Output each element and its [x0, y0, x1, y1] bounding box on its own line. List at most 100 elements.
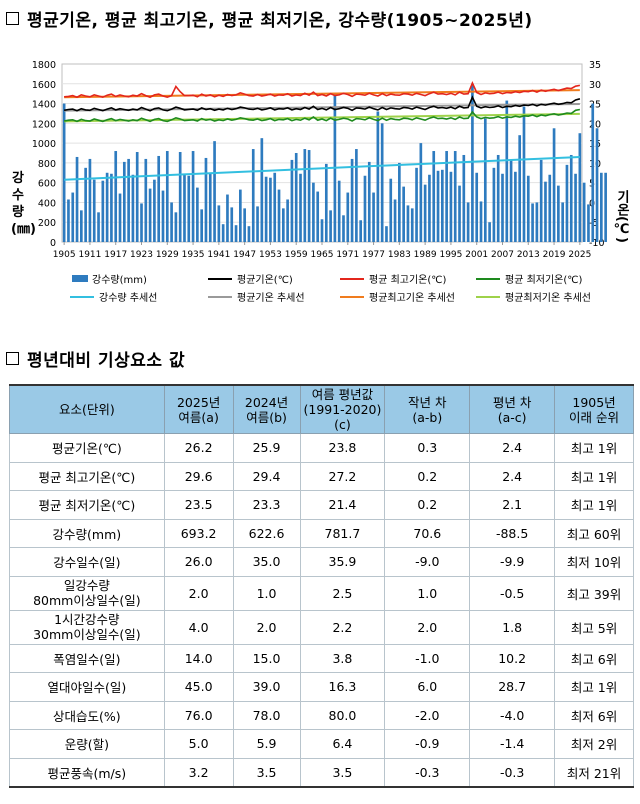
- precip-bar: [200, 209, 204, 242]
- table-cell: 4.0: [163, 609, 234, 645]
- table-header-row: 요소(단위) 2025년 여름(a) 2024년 여름(b) 여름 평년값 (1991-20…: [9, 384, 634, 434]
- precip-bar: [346, 192, 350, 242]
- row-label-text: 강수일수(일): [53, 555, 121, 571]
- table-cell: 6.4: [299, 729, 386, 759]
- table-cell: -1.0: [384, 643, 471, 673]
- precip-bar: [501, 173, 504, 242]
- checkbox-square-icon: [6, 12, 19, 25]
- precip-bar: [97, 212, 100, 242]
- table-cell: 최고 1위: [554, 490, 634, 520]
- precip-bar: [423, 184, 427, 242]
- chart-section-title-text: 평균기온, 평균 최고기온, 평균 최저기온, 강수량(1905~2025년): [27, 11, 533, 31]
- table-cell: -9.0: [384, 547, 471, 577]
- table-header-text: 2024년: [244, 394, 289, 410]
- table-row: 평균풍속(m/s) 3.2 3.5 3.5 -0.3 -0.3 최저 21위: [9, 757, 634, 788]
- precip-bar: [92, 179, 96, 242]
- precip-bar: [466, 202, 470, 242]
- precip-bar: [75, 156, 79, 242]
- precip-bar: [342, 215, 345, 242]
- precip-bar: [303, 149, 307, 242]
- precip-bar: [389, 178, 393, 242]
- x-tick-label: 1935: [182, 250, 205, 260]
- y-tick-left: 1400: [32, 100, 56, 111]
- table-cell: 최저 10위: [554, 547, 634, 577]
- precip-bar: [415, 167, 418, 242]
- table-cell: 3.5: [299, 757, 386, 788]
- table-cell: 최고 39위: [554, 575, 634, 611]
- row-label-cell: 평균풍속(m/s): [9, 757, 165, 788]
- precip-bar: [402, 186, 405, 242]
- precip-bar: [591, 103, 595, 242]
- precip-bar: [557, 185, 560, 242]
- row-label-text: 강수량(mm): [52, 526, 122, 542]
- row-label-text: 상대습도(%): [53, 708, 121, 724]
- precip-bar: [440, 169, 444, 242]
- precip-bar: [514, 171, 517, 242]
- table-cell: 28.7: [469, 672, 556, 702]
- table-header-text: 여름(b): [246, 409, 287, 425]
- precip-bar: [157, 155, 161, 242]
- precip-bar: [406, 205, 410, 242]
- table-cell: -4.0: [469, 700, 556, 730]
- temp-trend-line: [64, 89, 580, 99]
- row-label-cell: 평균 최고기온(℃): [9, 461, 165, 491]
- precip-bar: [428, 174, 431, 242]
- precip-trend-line: [64, 155, 580, 181]
- x-tick-label: 2019: [543, 250, 566, 260]
- precip-bar: [251, 149, 255, 242]
- precip-bar: [191, 151, 195, 242]
- precip-bar: [243, 208, 246, 242]
- table-cell: -9.9: [469, 547, 556, 577]
- precip-bar: [299, 173, 302, 242]
- precip-bar: [509, 159, 513, 242]
- precip-bar: [174, 212, 178, 242]
- y-tick-right: 10: [589, 159, 601, 170]
- precip-bar: [260, 138, 264, 242]
- y-tick-right: 35: [589, 60, 601, 71]
- table-cell: 최저 6위: [554, 700, 634, 730]
- table-header-text: 2025년: [176, 394, 221, 410]
- precip-bar: [505, 100, 509, 242]
- precip-bar: [574, 173, 577, 242]
- precip-bar: [221, 224, 225, 242]
- y-tick-right: 25: [589, 100, 601, 111]
- precip-bar: [153, 179, 156, 242]
- precip-bar: [544, 181, 547, 242]
- precip-bar: [187, 175, 191, 242]
- x-tick-label: 1941: [207, 250, 230, 260]
- table-cell: -0.5: [469, 575, 556, 611]
- table-row: 일강수량 80mm이상일수(일) 2.0 1.0 2.5 1.0 -0.5 최고 39위: [9, 575, 634, 611]
- x-tick-label: 1989: [414, 250, 437, 260]
- precip-bar: [286, 199, 289, 242]
- precip-bar: [496, 154, 500, 242]
- precip-bar: [213, 141, 216, 242]
- precip-bar: [595, 128, 599, 242]
- x-tick-label: 1965: [311, 250, 334, 260]
- precip-bar: [479, 201, 483, 242]
- precip-bar: [548, 174, 552, 242]
- precip-bar: [290, 159, 294, 242]
- table-cell: 70.6: [384, 518, 471, 548]
- table-row: 평균기온(℃) 26.2 25.9 23.8 0.3 2.4 최고 1위: [9, 433, 634, 463]
- x-tick-label: 1929: [156, 250, 179, 260]
- table-header-cell: 2025년 여름(a): [163, 384, 234, 434]
- x-tick-label: 1911: [78, 250, 101, 260]
- table-cell: 2.0: [232, 609, 301, 645]
- precip-bar: [62, 103, 66, 242]
- x-tick-label: 1971: [336, 250, 359, 260]
- legend-label: 평균기온(℃): [237, 274, 293, 286]
- table-cell: 78.0: [232, 700, 301, 730]
- y-tick-left: 1000: [32, 139, 56, 150]
- legend-label: 강수량(mm): [92, 274, 147, 286]
- precip-bar: [118, 193, 122, 242]
- table-cell: 3.2: [163, 757, 234, 788]
- row-label-text: 열대야일수(일): [47, 680, 127, 696]
- y-tick-left: 200: [38, 218, 56, 229]
- precip-bar: [432, 151, 436, 242]
- table-header-cell: 2024년 여름(b): [232, 384, 301, 434]
- precip-bar: [161, 190, 165, 242]
- precip-bar: [531, 203, 534, 242]
- precip-bar: [587, 204, 590, 242]
- x-tick-label: 1947: [233, 250, 256, 260]
- table-cell: 39.0: [232, 672, 301, 702]
